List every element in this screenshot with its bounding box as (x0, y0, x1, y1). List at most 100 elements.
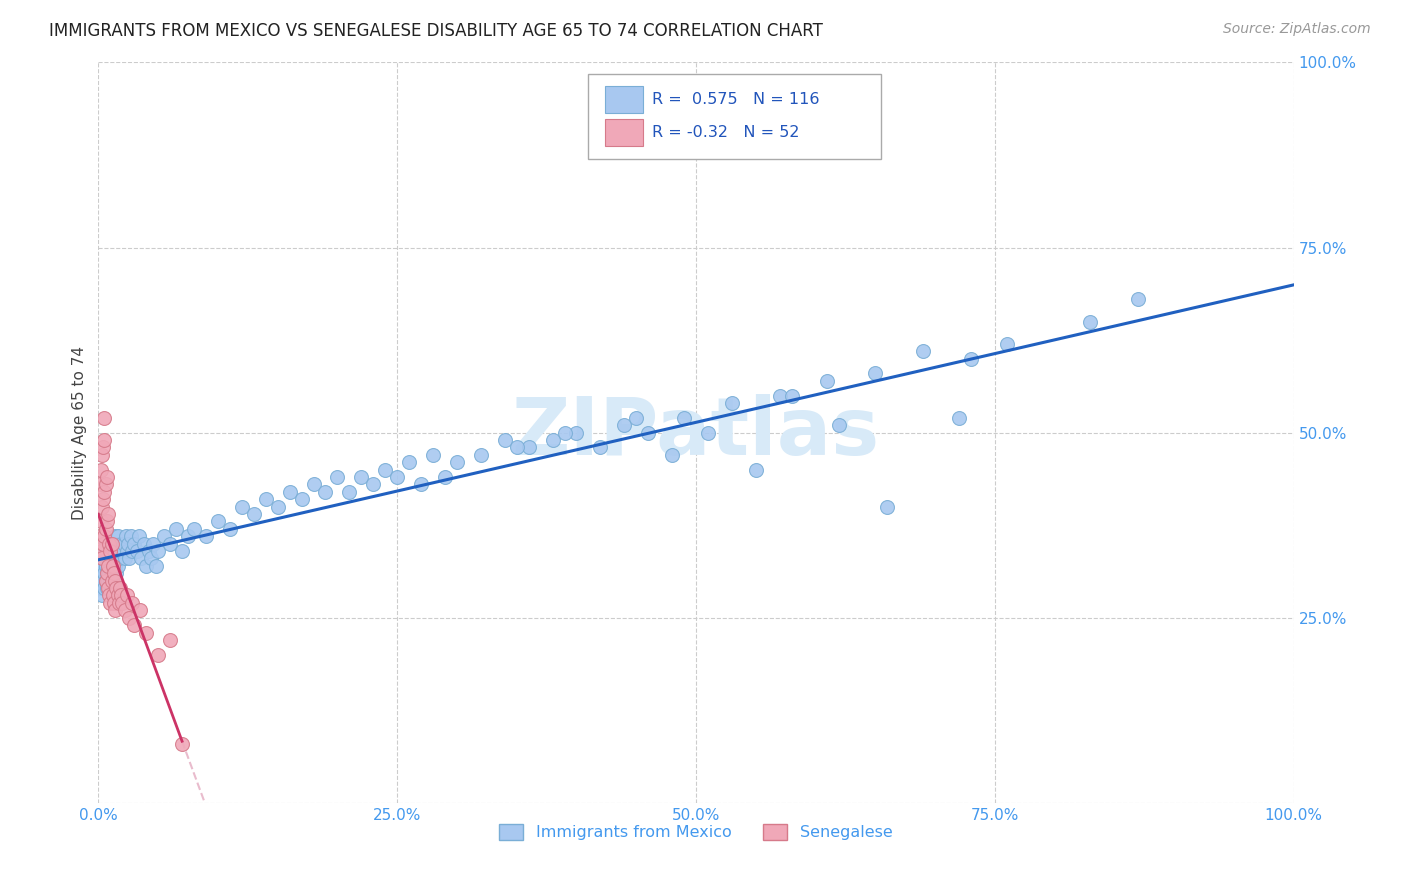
Point (267, 500, 290, 514)
Text: Source: ZipAtlas.com: Source: ZipAtlas.com (1223, 22, 1371, 37)
Point (101, 589, 124, 603)
Point (100, 536, 122, 550)
Point (104, 603, 127, 617)
Point (115, 544, 138, 558)
Point (243, 507, 266, 521)
Point (363, 477, 385, 491)
Point (291, 492, 314, 507)
Point (105, 566, 128, 581)
Point (120, 529, 142, 543)
Point (107, 596, 129, 610)
Point (93, 410, 115, 425)
Point (108, 581, 131, 595)
Point (96, 581, 118, 595)
Point (142, 536, 165, 550)
Point (107, 589, 129, 603)
Point (90, 462, 112, 476)
Point (103, 596, 125, 610)
Point (139, 551, 162, 566)
Point (828, 418, 851, 433)
Point (98, 574, 122, 588)
Point (815, 374, 838, 388)
Point (302, 477, 325, 491)
Point (94, 574, 117, 588)
Point (446, 455, 468, 469)
Point (422, 448, 444, 462)
Point (131, 551, 153, 566)
Point (661, 448, 683, 462)
Point (385, 470, 409, 484)
Point (101, 574, 124, 588)
Point (89, 529, 111, 543)
Text: ZIPatlas: ZIPatlas (512, 393, 880, 472)
Point (96, 515, 118, 529)
Point (103, 566, 125, 581)
Point (89, 477, 111, 491)
Point (98, 596, 122, 610)
Point (339, 484, 361, 499)
Point (129, 603, 152, 617)
Point (865, 367, 887, 381)
Point (111, 596, 134, 610)
Point (110, 589, 132, 603)
Point (89, 574, 111, 588)
Point (637, 425, 659, 440)
Point (90, 566, 112, 581)
Point (589, 441, 612, 455)
Point (153, 529, 176, 543)
Point (90, 515, 112, 529)
Point (183, 522, 205, 536)
Point (124, 618, 146, 632)
Point (114, 603, 136, 617)
Point (111, 544, 134, 558)
Point (326, 470, 349, 484)
Point (115, 529, 138, 543)
Point (91, 551, 114, 566)
Point (94, 522, 117, 536)
Point (105, 581, 128, 595)
FancyBboxPatch shape (589, 73, 882, 159)
Point (434, 470, 457, 484)
Point (91, 441, 114, 455)
Point (350, 470, 373, 484)
Point (128, 529, 150, 543)
Point (411, 477, 433, 491)
Point (565, 425, 588, 440)
Point (145, 558, 167, 573)
Point (90, 581, 112, 595)
Point (98, 536, 121, 550)
Point (98, 536, 122, 550)
Point (124, 536, 146, 550)
Point (91, 574, 114, 588)
Point (132, 536, 155, 550)
Point (177, 529, 200, 543)
Point (107, 529, 129, 543)
Point (117, 536, 139, 550)
Point (254, 492, 277, 507)
Point (104, 574, 127, 588)
Point (172, 737, 194, 751)
Point (91, 551, 114, 566)
Point (104, 558, 127, 573)
Point (97, 536, 120, 550)
Point (138, 544, 160, 558)
Point (105, 536, 128, 550)
Point (101, 544, 124, 558)
Point (97, 581, 120, 595)
Point (97, 558, 120, 573)
Point (108, 544, 131, 558)
Text: R =  0.575   N = 116: R = 0.575 N = 116 (652, 92, 820, 107)
Point (506, 441, 529, 455)
Point (98, 558, 122, 573)
Point (121, 544, 143, 558)
Point (98, 544, 122, 558)
Point (98, 566, 121, 581)
Point (93, 566, 115, 581)
Point (112, 536, 135, 550)
Point (1080, 314, 1102, 328)
Point (97, 574, 120, 588)
Point (94, 536, 117, 550)
FancyBboxPatch shape (605, 120, 644, 146)
Point (1128, 293, 1150, 307)
Point (97, 558, 120, 573)
